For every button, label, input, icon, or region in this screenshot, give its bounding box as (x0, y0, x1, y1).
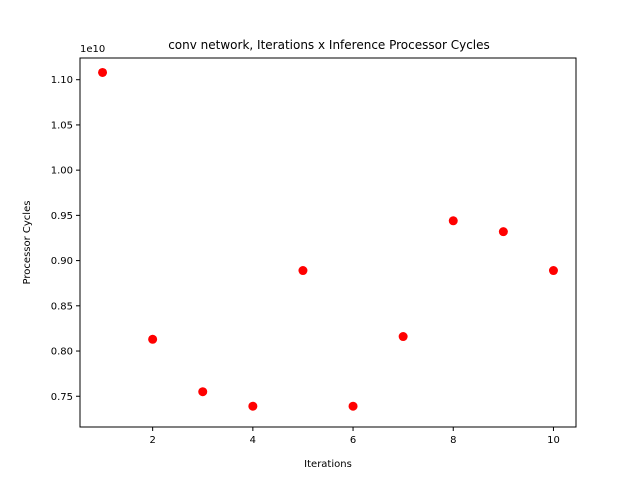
y-offset-label: 1e10 (80, 44, 105, 55)
chart-title: conv network, Iterations x Inference Pro… (168, 38, 490, 52)
data-point (198, 387, 208, 397)
plot-frame (79, 57, 577, 428)
y-tick-label: 0.85 (51, 301, 73, 312)
data-point (498, 227, 508, 237)
data-point (248, 401, 258, 411)
scatter-points (98, 67, 558, 411)
x-tick-label: 4 (250, 435, 256, 446)
data-point (298, 266, 308, 276)
y-axis-ticks: 0.75 0.80 0.85 0.90 0.95 1.00 1.05 1.10 (51, 75, 80, 403)
y-axis-label: Processor Cycles (22, 201, 33, 285)
data-point (548, 266, 558, 276)
y-tick-label: 1.05 (51, 120, 73, 131)
x-tick-label: 8 (450, 435, 456, 446)
y-tick-label: 0.80 (51, 347, 73, 358)
data-point (448, 216, 458, 226)
x-tick-label: 10 (547, 435, 560, 446)
data-point (98, 67, 108, 77)
y-tick-label: 0.95 (51, 211, 73, 222)
y-tick-label: 1.10 (51, 75, 73, 86)
x-axis-label: Iterations (304, 459, 352, 470)
y-tick-label: 0.90 (51, 256, 73, 267)
data-point (148, 334, 158, 344)
y-tick-label: 1.00 (51, 166, 73, 177)
y-tick-label: 0.75 (51, 392, 73, 403)
data-point (348, 401, 358, 411)
x-tick-label: 6 (350, 435, 356, 446)
x-tick-label: 2 (149, 435, 155, 446)
x-axis-ticks: 2 4 6 8 10 (149, 427, 560, 446)
data-point (398, 332, 408, 342)
